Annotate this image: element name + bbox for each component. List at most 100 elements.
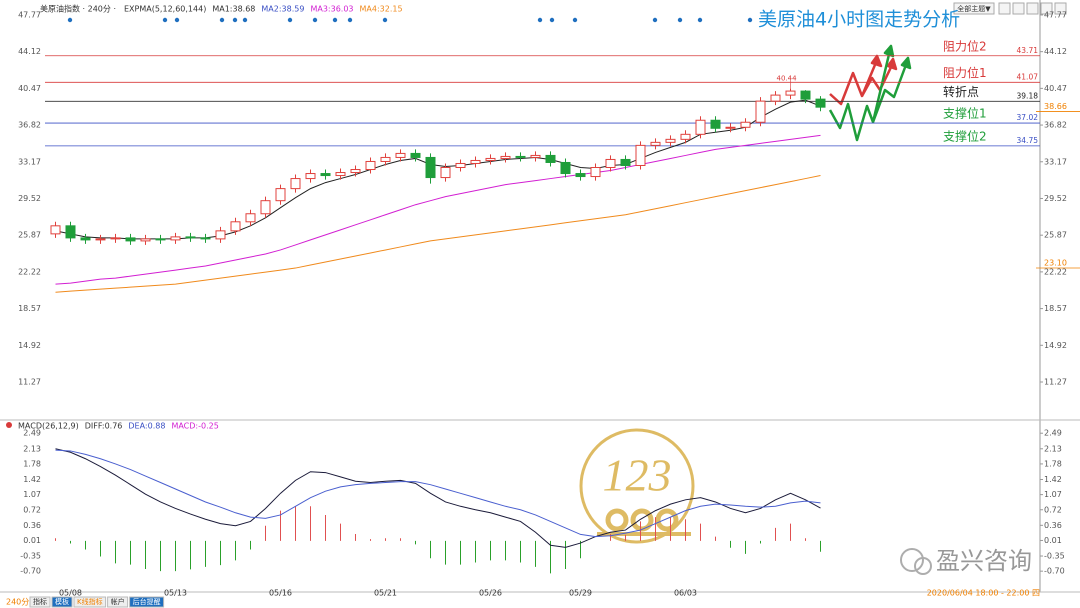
y-tick-label-right: 33.17 bbox=[1044, 157, 1067, 166]
level-value: 34.75 bbox=[1017, 136, 1039, 145]
indicator-label: MA1:38.68 bbox=[212, 5, 255, 14]
candle-body bbox=[200, 237, 211, 240]
candle-body bbox=[710, 119, 721, 129]
candle-body bbox=[395, 152, 406, 158]
candle-body bbox=[50, 225, 61, 235]
y-tick-label-right: 25.87 bbox=[1044, 231, 1067, 240]
candle-body bbox=[155, 238, 166, 241]
candle-body bbox=[170, 236, 181, 241]
theme-button-text[interactable]: 全部主题▼ bbox=[957, 4, 991, 13]
logo-watermark: 123 bbox=[579, 428, 695, 544]
tool-button[interactable] bbox=[1012, 2, 1025, 15]
logo-coin bbox=[655, 508, 679, 532]
x-tick-label: 05/29 bbox=[569, 589, 592, 598]
logo-ring bbox=[579, 428, 695, 544]
indicator-label: MA2:38.59 bbox=[261, 5, 304, 14]
signal-dot bbox=[747, 17, 753, 23]
candle-body bbox=[335, 172, 346, 177]
y-tick-label-right: 36.82 bbox=[1044, 121, 1067, 130]
x-tick-label: 05/13 bbox=[164, 589, 187, 598]
theme-button[interactable] bbox=[953, 2, 995, 15]
peak-label: 40.44 bbox=[777, 75, 798, 83]
indicator-label: MACD(26,12,9) bbox=[18, 422, 79, 431]
y-tick-label-left: 25.87 bbox=[18, 231, 41, 240]
price-marker-label: 38.66 bbox=[1044, 102, 1067, 111]
signal-dot bbox=[232, 17, 238, 23]
candle-body bbox=[500, 155, 511, 159]
level-name: 支撑位2 bbox=[943, 128, 987, 143]
signal-dot bbox=[382, 17, 388, 23]
candle-body bbox=[695, 119, 706, 135]
tab[interactable] bbox=[107, 596, 129, 608]
candle-body bbox=[515, 155, 526, 158]
tool-button[interactable] bbox=[998, 2, 1011, 15]
indicator-label: MACD:-0.25 bbox=[171, 422, 218, 431]
tool-button[interactable] bbox=[1040, 2, 1053, 15]
tab[interactable] bbox=[129, 596, 165, 608]
tab-label[interactable]: 后台提醒 bbox=[133, 597, 161, 606]
indicator-label: DEA:0.88 bbox=[128, 422, 165, 431]
y-tick-label-left: -0.35 bbox=[20, 552, 41, 561]
indicator-label: MA4:32.15 bbox=[360, 5, 403, 14]
candle-body bbox=[635, 144, 646, 166]
signal-dot bbox=[312, 17, 318, 23]
candle-body bbox=[410, 152, 421, 158]
level-value: 37.02 bbox=[1017, 113, 1039, 122]
y-tick-label-left: 14.92 bbox=[18, 341, 41, 350]
candle-body bbox=[305, 173, 316, 180]
tab[interactable] bbox=[51, 596, 73, 608]
y-tick-label-right: 1.42 bbox=[1044, 475, 1062, 484]
forecast-up-red bbox=[860, 62, 895, 97]
candle-body bbox=[725, 126, 736, 129]
signal-dot bbox=[162, 17, 168, 23]
period-selector[interactable]: 240分 ▲ bbox=[6, 598, 39, 607]
tab-label[interactable]: 模板 bbox=[55, 597, 69, 606]
candle-body bbox=[350, 169, 361, 174]
tool-button[interactable] bbox=[1026, 2, 1039, 15]
forecast-arrows bbox=[828, 44, 912, 142]
logo-text: 123 bbox=[603, 450, 672, 501]
indicator-label: DIFF:0.76 bbox=[85, 422, 123, 431]
tab-label[interactable]: K线指标 bbox=[77, 597, 103, 606]
signal-dot bbox=[549, 17, 555, 23]
y-tick-label-right: 29.52 bbox=[1044, 194, 1067, 203]
candle-body bbox=[380, 156, 391, 162]
moving-average-line bbox=[55, 134, 821, 285]
y-tick-label-left: 18.57 bbox=[18, 304, 41, 313]
signal-dot bbox=[287, 17, 293, 23]
candle-body bbox=[185, 236, 196, 239]
wechat-icon bbox=[900, 548, 924, 572]
forecast-up-red bbox=[829, 59, 879, 106]
candle-body bbox=[590, 167, 601, 178]
candle-body bbox=[425, 156, 436, 179]
y-tick-label-right: 18.57 bbox=[1044, 304, 1067, 313]
candle-body bbox=[620, 158, 631, 166]
y-tick-label-right: -0.70 bbox=[1044, 567, 1065, 576]
signal-dot bbox=[652, 17, 658, 23]
tab-label[interactable]: 帐户 bbox=[111, 597, 125, 606]
candle-body bbox=[140, 238, 151, 242]
signal-dot bbox=[537, 17, 543, 23]
candle-body bbox=[665, 138, 676, 143]
candle-body bbox=[470, 159, 481, 164]
y-tick-label-left: 1.07 bbox=[23, 490, 41, 499]
tab[interactable] bbox=[73, 596, 107, 608]
level-name: 转折点 bbox=[943, 84, 979, 99]
y-tick-label-left: 11.27 bbox=[18, 377, 41, 386]
y-tick-label-right: 40.47 bbox=[1044, 84, 1067, 93]
tab[interactable] bbox=[29, 596, 51, 608]
x-tick-label: 06/03 bbox=[674, 589, 697, 598]
candle-body bbox=[455, 162, 466, 169]
candle-body bbox=[290, 178, 301, 190]
candle-body bbox=[815, 98, 826, 108]
candle-body bbox=[80, 237, 91, 241]
candle-body bbox=[440, 167, 451, 179]
y-tick-label-left: 47.77 bbox=[18, 10, 41, 19]
tool-button[interactable] bbox=[1054, 2, 1067, 15]
y-tick-label-left: 44.12 bbox=[18, 47, 41, 56]
signal-dot bbox=[347, 17, 353, 23]
forecast-green bbox=[871, 61, 909, 123]
tab-label[interactable]: 指标 bbox=[33, 597, 47, 606]
signal-dot bbox=[332, 17, 338, 23]
